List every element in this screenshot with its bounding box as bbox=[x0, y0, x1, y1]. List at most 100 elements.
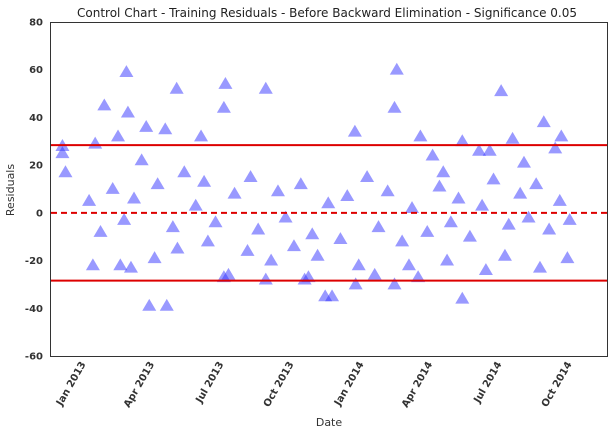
residual-point bbox=[158, 122, 173, 135]
residual-point bbox=[159, 298, 174, 311]
residual-point bbox=[127, 191, 142, 204]
residual-point bbox=[462, 229, 477, 242]
residual-point bbox=[264, 253, 279, 266]
residual-point bbox=[240, 244, 255, 256]
residual-point bbox=[562, 213, 577, 225]
residual-point bbox=[387, 100, 402, 113]
residual-point bbox=[501, 217, 516, 230]
residual-point bbox=[548, 141, 563, 154]
residual-point bbox=[486, 172, 501, 185]
residual-point bbox=[420, 224, 435, 237]
residual-point bbox=[401, 258, 416, 271]
x-tick-label: Jan 2013 bbox=[54, 360, 88, 409]
residual-point bbox=[482, 143, 497, 156]
residual-point bbox=[478, 263, 493, 276]
residual-point bbox=[221, 267, 236, 280]
residual-point bbox=[347, 124, 362, 137]
residual-point bbox=[310, 248, 325, 261]
residual-point bbox=[286, 239, 301, 252]
residual-point bbox=[123, 260, 138, 273]
residual-point bbox=[552, 193, 567, 206]
y-tick-label: -60 bbox=[25, 352, 43, 363]
y-axis-label: Residuals bbox=[4, 164, 17, 216]
plot-frame bbox=[50, 22, 608, 357]
residual-point bbox=[165, 220, 180, 233]
residual-point bbox=[516, 155, 531, 168]
residual-point bbox=[177, 165, 192, 178]
residual-point bbox=[472, 143, 487, 156]
x-tick-label: Jul 2014 bbox=[472, 360, 505, 406]
residual-point bbox=[536, 115, 551, 128]
x-tick-label: Jul 2013 bbox=[194, 360, 227, 406]
residual-point bbox=[117, 213, 132, 225]
residual-point bbox=[395, 234, 410, 247]
residual-point bbox=[387, 277, 402, 290]
residual-point bbox=[333, 232, 348, 244]
residual-point bbox=[88, 136, 103, 149]
residual-point bbox=[150, 177, 165, 190]
residual-point bbox=[432, 179, 447, 192]
residual-point bbox=[200, 234, 215, 247]
residual-point bbox=[188, 198, 203, 211]
residual-point bbox=[367, 267, 382, 280]
y-tick-label: -20 bbox=[25, 256, 43, 267]
residual-point bbox=[405, 201, 420, 213]
residual-points bbox=[55, 62, 577, 311]
residual-point bbox=[475, 198, 490, 211]
residual-point bbox=[411, 270, 426, 283]
residual-point bbox=[325, 289, 340, 302]
residual-point bbox=[301, 270, 316, 283]
residual-point bbox=[321, 196, 336, 209]
residual-point bbox=[82, 193, 97, 206]
residual-point bbox=[170, 241, 185, 254]
residual-point bbox=[451, 191, 466, 204]
residual-point bbox=[251, 222, 266, 235]
residual-point bbox=[360, 170, 375, 182]
x-axis-label: Date bbox=[316, 416, 343, 429]
residual-point bbox=[521, 210, 536, 223]
y-tick-label: 80 bbox=[29, 18, 43, 29]
residual-point bbox=[278, 210, 293, 223]
residual-point bbox=[497, 248, 512, 261]
residual-point bbox=[270, 184, 285, 197]
residual-point bbox=[305, 227, 320, 240]
residual-point bbox=[169, 81, 184, 94]
residual-point bbox=[97, 98, 112, 111]
residual-point bbox=[105, 182, 120, 194]
residual-point bbox=[348, 277, 363, 290]
residual-point bbox=[85, 258, 100, 271]
residual-point bbox=[216, 100, 231, 113]
residual-point bbox=[455, 134, 470, 147]
residual-point bbox=[455, 291, 470, 304]
residual-point bbox=[120, 105, 135, 118]
residual-point bbox=[258, 81, 273, 94]
residual-point bbox=[208, 215, 223, 228]
residual-point bbox=[142, 298, 157, 311]
residual-point bbox=[227, 186, 242, 199]
residual-point bbox=[529, 177, 544, 190]
residual-point bbox=[111, 129, 126, 142]
residual-point bbox=[58, 165, 73, 178]
residual-point bbox=[542, 222, 557, 235]
residual-point bbox=[494, 84, 509, 97]
residual-point bbox=[505, 131, 520, 144]
residual-point bbox=[351, 258, 366, 271]
y-tick-label: 0 bbox=[36, 208, 43, 219]
residual-point bbox=[93, 224, 108, 237]
y-tick-label: -40 bbox=[25, 304, 43, 315]
residual-point bbox=[243, 170, 258, 182]
residual-point bbox=[293, 177, 308, 190]
residual-point bbox=[389, 62, 404, 75]
residual-point bbox=[380, 184, 395, 197]
residual-point bbox=[258, 272, 273, 285]
x-tick-label: Apr 2013 bbox=[122, 360, 157, 410]
y-tick-label: 20 bbox=[29, 161, 43, 172]
residual-point bbox=[554, 129, 569, 142]
chart-title: Control Chart - Training Residuals - Bef… bbox=[77, 6, 577, 20]
residual-point bbox=[55, 146, 70, 159]
residual-point bbox=[436, 165, 451, 178]
residual-point bbox=[371, 220, 386, 233]
residual-point bbox=[340, 189, 355, 202]
residual-point bbox=[532, 260, 547, 273]
